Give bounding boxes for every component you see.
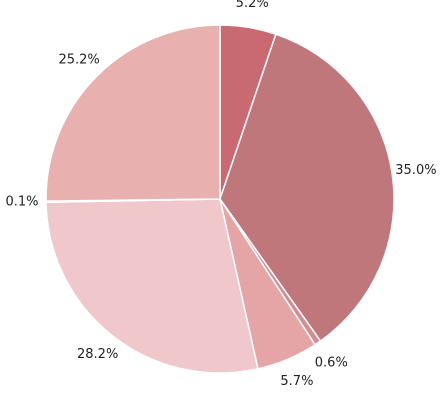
pie-slice [45,198,259,374]
slice-label: 5.7% [280,374,313,389]
slice-label: 28.2% [77,347,118,362]
pie-slice [219,33,395,343]
slice-label: 0.6% [315,355,348,370]
pie-slice [45,24,221,202]
slice-label: 0.1% [6,195,39,210]
slice-label: 25.2% [58,52,99,67]
slice-label: 35.0% [395,163,436,178]
slice-label: 5.2% [236,0,269,11]
